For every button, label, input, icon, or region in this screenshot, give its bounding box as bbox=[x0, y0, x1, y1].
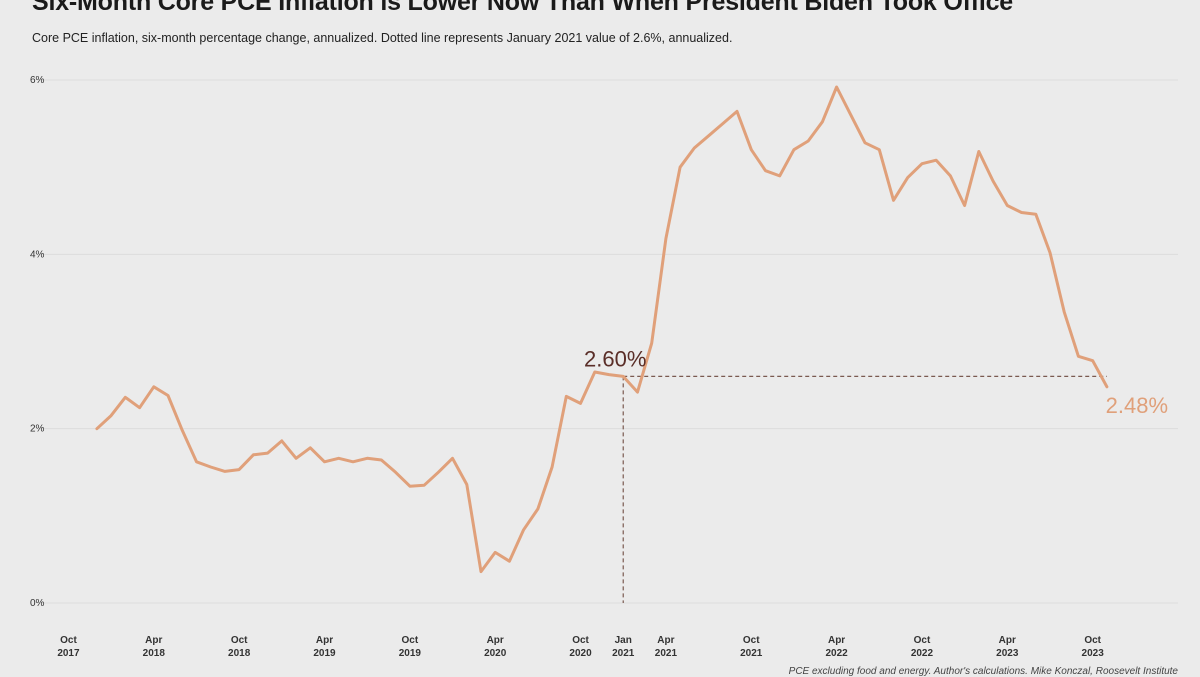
x-tick-label-year: 2022 bbox=[911, 648, 934, 659]
annotations: 2.60% 2.48% bbox=[584, 346, 1168, 417]
x-tick-label-month: Apr bbox=[316, 635, 333, 646]
x-tick-label-year: 2023 bbox=[996, 648, 1019, 659]
annotation-start-value: 2.60% bbox=[584, 346, 646, 371]
gridlines bbox=[40, 79, 1178, 604]
x-tick-label-year: 2017 bbox=[57, 648, 80, 659]
x-tick-label-month: Oct bbox=[572, 635, 589, 646]
x-tick-label-month: Apr bbox=[145, 635, 162, 646]
reference-lines bbox=[622, 375, 1107, 603]
x-tick-label-month: Apr bbox=[828, 635, 845, 646]
x-tick-label-month: Apr bbox=[999, 635, 1016, 646]
x-tick-label-month: Oct bbox=[60, 635, 77, 646]
x-tick-label-year: 2018 bbox=[228, 648, 251, 659]
y-axis-ticks: 0% 2% 4% 6% bbox=[30, 75, 45, 609]
x-tick-label-month: Oct bbox=[231, 635, 248, 646]
x-tick-label-month: Oct bbox=[1084, 635, 1101, 646]
x-tick-label-year: 2022 bbox=[825, 648, 848, 659]
x-tick-label-month: Apr bbox=[487, 635, 504, 646]
annotation-end-value: 2.48% bbox=[1106, 393, 1168, 418]
y-tick-label: 2% bbox=[30, 424, 45, 435]
chart-subtitle: Core PCE inflation, six-month percentage… bbox=[32, 31, 733, 45]
y-tick-label: 4% bbox=[30, 249, 45, 260]
x-tick-label-month: Apr bbox=[657, 635, 674, 646]
x-tick-label-month: Oct bbox=[743, 635, 760, 646]
x-tick-label-year: 2018 bbox=[143, 648, 166, 659]
x-tick-label-year: 2021 bbox=[612, 648, 635, 659]
x-tick-label-month: Oct bbox=[402, 635, 419, 646]
chart-title: Six-Month Core PCE Inflation is Lower No… bbox=[32, 0, 1014, 16]
x-tick-label-year: 2020 bbox=[484, 648, 507, 659]
x-tick-label-year: 2019 bbox=[399, 648, 422, 659]
x-tick-label-year: 2020 bbox=[569, 648, 592, 659]
x-tick-label-year: 2019 bbox=[313, 648, 336, 659]
source-note: PCE excluding food and energy. Author's … bbox=[788, 666, 1178, 677]
y-tick-label: 6% bbox=[30, 75, 45, 86]
y-tick-label: 0% bbox=[30, 598, 45, 609]
series-layer bbox=[95, 85, 1109, 574]
series-line-core-pce bbox=[95, 85, 1109, 574]
x-tick-label-year: 2021 bbox=[655, 648, 678, 659]
x-tick-label-year: 2021 bbox=[740, 648, 763, 659]
x-tick-label-month: Jan bbox=[615, 635, 632, 646]
x-tick-label-year: 2023 bbox=[1082, 648, 1105, 659]
x-tick-label-month: Oct bbox=[914, 635, 931, 646]
x-axis-ticks: Oct 2017 Apr 2018 Oct 2018 Apr 2019 Oct 2019 Apr 20… bbox=[57, 635, 1104, 659]
